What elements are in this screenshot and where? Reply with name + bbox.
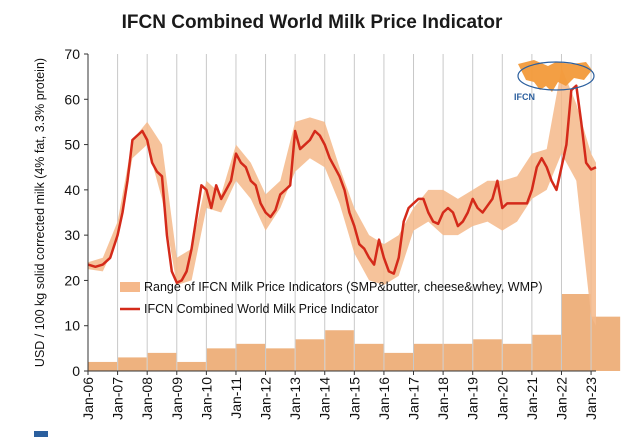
- y-tick-label: 20: [64, 272, 80, 288]
- x-tick-label: Jan-15: [346, 377, 362, 420]
- bar: [414, 343, 443, 371]
- legend-label-line: IFCN Combined World Milk Price Indicator: [144, 302, 379, 316]
- x-tick-label: Jan-21: [524, 377, 540, 420]
- bar: [561, 294, 591, 371]
- x-tick-label: Jan-10: [198, 377, 214, 420]
- y-tick-label: 30: [64, 227, 80, 243]
- price-line: [87, 84, 597, 284]
- bar: [206, 348, 236, 371]
- x-tick-label: Jan-23: [583, 377, 599, 420]
- chart-title: IFCN Combined World Milk Price Indicator: [121, 12, 503, 33]
- x-tick-label: Jan-09: [169, 377, 185, 420]
- y-tick-label: 40: [64, 182, 80, 198]
- x-tick-label: Jan-14: [317, 377, 333, 420]
- y-tick-label: 0: [72, 363, 80, 379]
- legend-swatch-band: [120, 282, 140, 292]
- bar: [532, 334, 561, 371]
- y-tick-label: 60: [64, 91, 80, 107]
- legend: Range of IFCN Milk Price Indicators (SMP…: [120, 280, 543, 316]
- ifcn-logo: IFCN: [514, 60, 595, 102]
- logo-text: IFCN: [514, 92, 535, 102]
- bar: [443, 343, 473, 371]
- bar: [147, 352, 177, 371]
- corner-decoration: [34, 431, 48, 437]
- range-band: [88, 67, 596, 326]
- y-axis-label: USD / 100 kg solid corrected milk (4% fa…: [33, 58, 47, 367]
- bar: [266, 348, 295, 371]
- x-tick-label: Jan-16: [376, 377, 392, 420]
- bar: [502, 343, 532, 371]
- x-tick-label: Jan-20: [494, 377, 510, 420]
- range-band-layer: [88, 67, 596, 326]
- y-tick-label: 10: [64, 318, 80, 334]
- legend-label-band: Range of IFCN Milk Price Indicators (SMP…: [144, 280, 543, 294]
- price-line-layer: [87, 84, 597, 284]
- x-tick-label: Jan-13: [287, 377, 303, 420]
- y-tick-label: 50: [64, 137, 80, 153]
- bars-layer: [88, 294, 621, 371]
- bar: [354, 343, 384, 371]
- bar: [295, 339, 325, 371]
- orbit-icon: [517, 61, 595, 91]
- x-tick-label: Jan-07: [110, 377, 126, 420]
- x-tick-label: Jan-11: [228, 377, 244, 419]
- bar: [118, 357, 147, 371]
- bar: [325, 330, 354, 371]
- bar: [177, 361, 206, 371]
- world-map-icon: [518, 60, 592, 92]
- x-tick-label: Jan-08: [139, 377, 155, 420]
- x-tick-label: Jan-18: [435, 377, 451, 420]
- x-tick-label: Jan-19: [465, 377, 481, 420]
- bar: [236, 343, 266, 371]
- x-tick-label: Jan-22: [553, 377, 569, 420]
- y-tick-label: 70: [64, 46, 80, 62]
- bar: [591, 316, 621, 371]
- axes-layer: 0 10 20 30 40 50 60 70 Jan-06 Jan-07 Jan-08 Jan-09 J…: [33, 46, 599, 420]
- x-tick-label: Jan-06: [80, 377, 96, 420]
- bar: [88, 361, 118, 371]
- x-tick-label: Jan-12: [258, 377, 274, 420]
- bar: [384, 352, 414, 371]
- bar: [473, 339, 502, 371]
- x-tick-label: Jan-17: [406, 377, 422, 420]
